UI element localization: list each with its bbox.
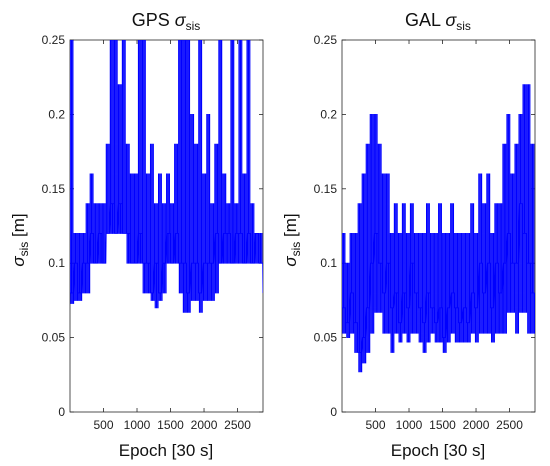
gps-y-tick-label: 0.2	[48, 107, 65, 121]
gal-x-tick-label: 2500	[496, 418, 523, 432]
gal-y-tick-label: 0.2	[320, 107, 337, 121]
gps-x-tick-label: 1000	[124, 418, 151, 432]
gal-y-axis-label: σsis [m]	[281, 213, 303, 266]
gps-x-tick-label: 500	[93, 418, 113, 432]
gps-series-line-0	[70, 40, 263, 313]
gal-x-axis-label: Epoch [30 s]	[391, 441, 486, 460]
gal-axes-box	[341, 39, 536, 413]
gal-y-tick-label: 0	[330, 405, 337, 419]
gps-x-tick-label: 2500	[224, 418, 251, 432]
gps-x-tick-label: 2000	[191, 418, 218, 432]
gps-y-tick-label: 0.05	[42, 331, 66, 345]
gps-x-axis-label: Epoch [30 s]	[119, 441, 214, 460]
gps-y-tick-label: 0.15	[42, 182, 66, 196]
gal-y-tick-label: 0.25	[314, 33, 338, 47]
gal-x-tick-label: 2000	[463, 418, 490, 432]
gps-y-tick-label: 0.25	[42, 33, 66, 47]
gps-title: GPS σsis	[132, 10, 201, 33]
gps-y-tick-label: 0	[58, 405, 65, 419]
gps-y-axis-label: σsis [m]	[9, 213, 31, 266]
gps-plot-area: 0 0.05 0.1 0.15 0.2 0.25 500 1000 1500 2000 2500	[42, 33, 264, 432]
gps-x-tick-label: 1500	[157, 418, 184, 432]
gal-x-tick-label: 1500	[429, 418, 456, 432]
gal-y-tick-label: 0.15	[314, 182, 338, 196]
gps-y-tick-label: 0.1	[48, 256, 65, 270]
gps-panel: GPS σsis σsis [m] Epoch [30 s] 00.050.10…	[9, 10, 264, 460]
gal-plot-area: 0 0.05 0.1 0.15 0.2 0.25 500 1000 1500 2000 2500	[314, 33, 536, 432]
gal-title: GAL σsis	[405, 10, 471, 33]
gal-panel: GAL σsis σsis [m] Epoch [30 s] 00.050.10…	[281, 10, 536, 460]
gal-series-line-0	[342, 84, 535, 373]
gal-x-tick-label: 500	[365, 418, 385, 432]
gal-x-tick-label: 1000	[396, 418, 423, 432]
gal-y-tick-label: 0.1	[320, 256, 337, 270]
gal-y-tick-label: 0.05	[314, 331, 338, 345]
